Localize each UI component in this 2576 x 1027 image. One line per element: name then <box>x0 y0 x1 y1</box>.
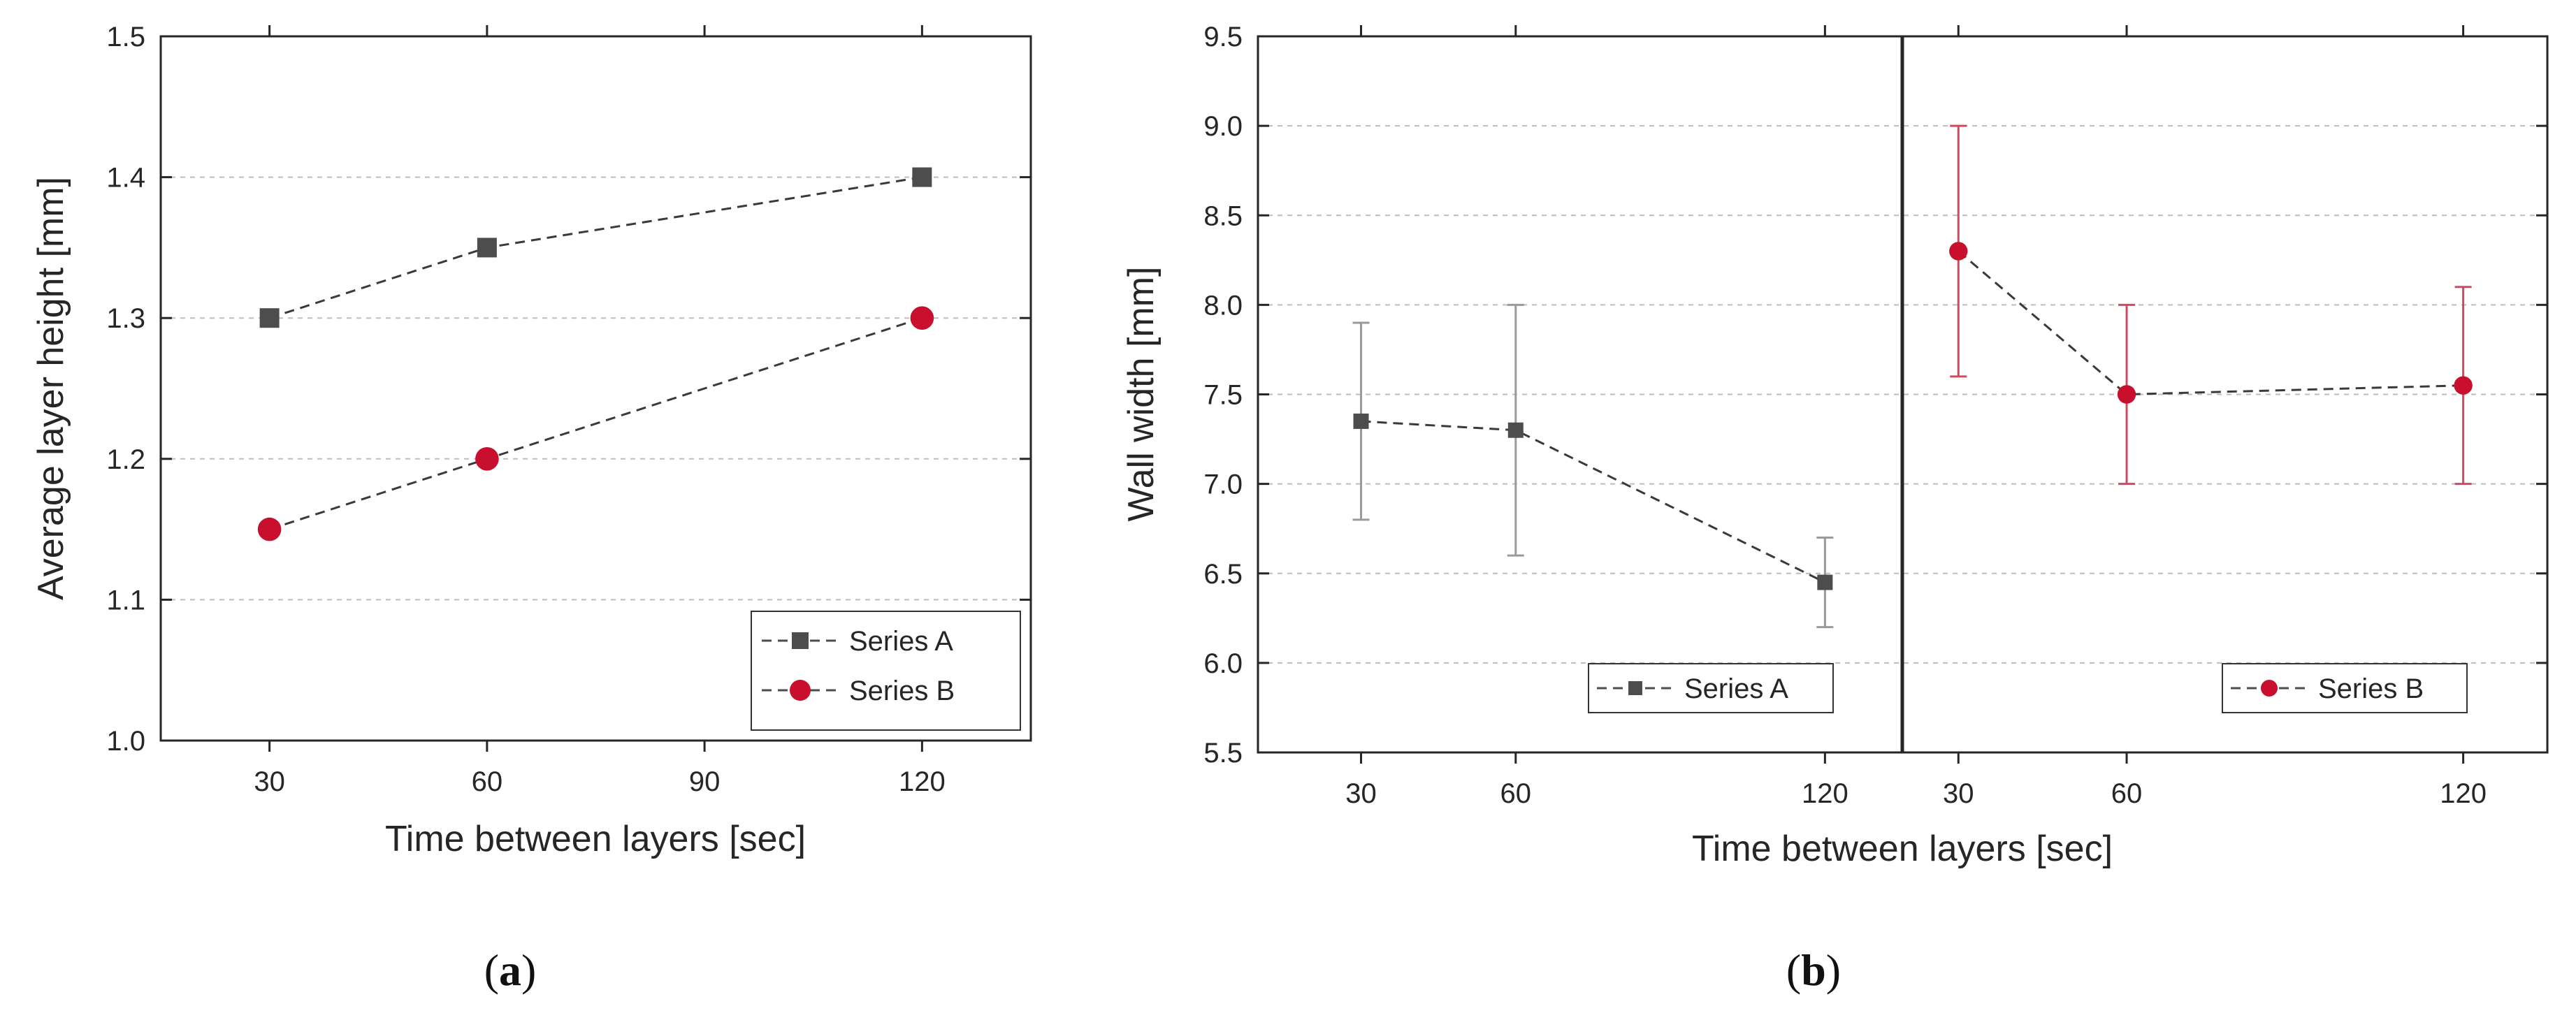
chart-b-series <box>1352 124 2473 629</box>
chart-a-y-axis-title: Average layer height [mm] <box>31 177 71 600</box>
chart-a-caption-close: ) <box>521 945 536 995</box>
chart-a-point-series-b <box>475 447 499 471</box>
chart-b-y-tick-label: 5.5 <box>1203 738 1243 769</box>
chart-b-y-tick-label: 8.0 <box>1203 290 1243 321</box>
chart-b-point-series-b <box>1949 242 1968 261</box>
chart-a-x-tick-label: 30 <box>254 766 285 797</box>
chart-a-x-axis-title: Time between layers [sec] <box>385 819 806 859</box>
chart-a-plot-frame <box>159 35 1032 742</box>
chart-b-y-axis: 5.5 6.0 6.5 7.0 7.5 8.0 8.5 9.0 9.5 <box>1203 22 2547 769</box>
chart-a-y-tick-label: 1.3 <box>106 303 145 334</box>
chart-a-legend-label-series-b: Series B <box>849 676 955 706</box>
chart-a-legend: Series A Series B <box>751 611 1021 731</box>
chart-b-point-series-b <box>2117 385 2136 404</box>
chart-b-caption-close: ) <box>1826 945 1841 995</box>
chart-b-legend-label-series-b: Series B <box>2318 673 2424 704</box>
chart-b-x-tick-label: 120 <box>2440 778 2487 809</box>
chart-a-y-tick-label: 1.5 <box>106 22 145 52</box>
chart-b-caption-open: ( <box>1786 945 1801 995</box>
chart-b-line-series-b <box>1958 250 2463 396</box>
chart-b-point-series-a <box>1507 422 1524 438</box>
chart-a-y-tick-label: 1.4 <box>106 163 145 194</box>
chart-a-legend-marker-series-a <box>792 632 809 649</box>
chart-a-point-series-a <box>259 308 280 328</box>
chart-b-x-tick-label: 30 <box>1345 778 1377 809</box>
chart-a-line-series-b <box>269 316 922 531</box>
chart-a-x-tick-label: 60 <box>472 766 503 797</box>
chart-a-legend-label-series-a: Series A <box>849 626 953 657</box>
chart-b-x-tick-label: 60 <box>2111 778 2143 809</box>
chart-a-legend-box <box>751 611 1021 731</box>
chart-b-legend-marker-series-a <box>1628 681 1642 695</box>
chart-b-x-tick-label: 120 <box>1802 778 1848 809</box>
chart-a-y-axis: 1.0 1.1 1.2 1.3 1.4 1.5 <box>106 22 1031 757</box>
chart-b-point-series-b <box>2454 376 2473 395</box>
chart-b-y-tick-label: 9.5 <box>1203 22 1243 52</box>
chart-b-legend-marker-series-b <box>2261 680 2278 697</box>
chart-b-legend-label-series-a: Series A <box>1684 673 1788 704</box>
chart-b-y-tick-label: 6.5 <box>1203 559 1243 590</box>
chart-b-y-tick-label: 7.5 <box>1203 380 1243 411</box>
chart-b-y-tick-label: 6.0 <box>1203 648 1243 679</box>
chart-b: 5.5 6.0 6.5 7.0 7.5 8.0 8.5 9.0 9.5 30 60 120 30 60 1… <box>1121 22 2549 995</box>
chart-b-legend-left: Series A <box>1588 663 1834 713</box>
chart-a-x-axis: 30 60 90 120 <box>254 25 946 797</box>
chart-b-caption: (b) <box>1786 945 1841 995</box>
chart-a-point-series-a <box>912 167 932 187</box>
chart-a-y-tick-label: 1.0 <box>106 726 145 757</box>
chart-b-point-series-a <box>1817 574 1833 590</box>
chart-a-point-series-b <box>257 517 282 541</box>
chart-a-line-series-a <box>269 176 922 319</box>
chart-b-x-tick-label: 30 <box>1943 778 1974 809</box>
chart-a-legend-marker-series-b <box>790 680 811 701</box>
chart-a: 1.0 1.1 1.2 1.3 1.4 1.5 30 60 90 120 Time betwee… <box>31 22 1032 995</box>
chart-a-series <box>257 167 934 541</box>
chart-b-y-tick-label: 8.5 <box>1203 201 1243 231</box>
chart-b-y-tick-label: 7.0 <box>1203 469 1243 500</box>
chart-a-point-series-a <box>477 238 497 258</box>
chart-b-x-axis: 30 60 120 30 60 120 <box>1345 25 2487 809</box>
chart-b-legend-right: Series B <box>2222 663 2468 713</box>
chart-a-point-series-b <box>910 306 934 330</box>
chart-b-line-series-a <box>1361 420 1826 583</box>
chart-b-y-tick-label: 9.0 <box>1203 111 1243 142</box>
chart-a-caption-open: ( <box>484 945 499 995</box>
chart-b-y-axis-title: Wall width [mm] <box>1121 267 1162 522</box>
chart-b-x-axis-title: Time between layers [sec] <box>1692 829 2113 869</box>
chart-a-y-tick-label: 1.2 <box>106 444 145 475</box>
chart-a-x-tick-label: 120 <box>899 766 946 797</box>
chart-a-x-tick-label: 90 <box>689 766 721 797</box>
chart-a-caption: (a) <box>484 945 537 995</box>
chart-a-caption-letter: a <box>499 945 521 995</box>
chart-b-point-series-a <box>1353 413 1369 429</box>
chart-b-caption-letter: b <box>1801 945 1826 995</box>
chart-b-x-tick-label: 60 <box>1500 778 1532 809</box>
chart-a-gridlines <box>161 176 1031 601</box>
chart-a-y-tick-label: 1.1 <box>106 585 145 616</box>
